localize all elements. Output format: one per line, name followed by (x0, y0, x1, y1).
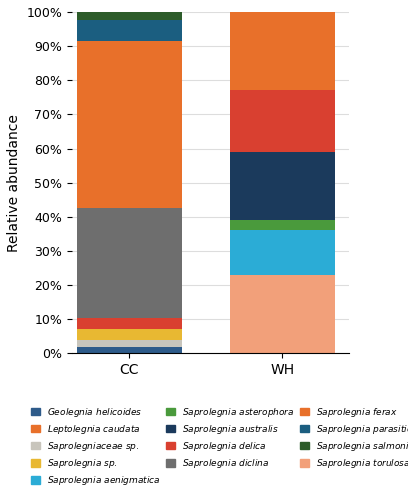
Bar (230, 220, 335, 230)
Bar (230, 275, 335, 353)
Bar (230, 12, 335, 90)
Bar (230, 230, 335, 275)
Legend: $\it{Geolegnia\ helicoides}$, $\it{Leptolegnia\ caudata}$, $\it{Saprolegniaceae\: $\it{Geolegnia\ helicoides}$, $\it{Lepto… (31, 406, 408, 487)
Bar (77, 318, 182, 330)
Bar (230, 90, 335, 152)
Bar (77, 20, 182, 41)
Bar (77, 12, 182, 20)
Bar (77, 340, 182, 346)
Y-axis label: Relative abundance: Relative abundance (7, 114, 21, 252)
Bar (77, 208, 182, 318)
Bar (77, 41, 182, 208)
Bar (77, 346, 182, 354)
Bar (230, 152, 335, 220)
Bar (77, 330, 182, 340)
